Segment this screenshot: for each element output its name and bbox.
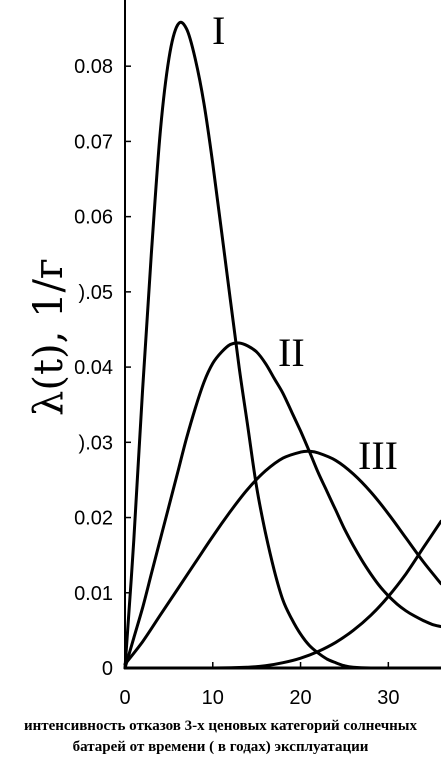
curve-label-ii: II	[278, 330, 305, 375]
curve-label-i: I	[212, 8, 225, 53]
curve-label-iii: III	[358, 433, 398, 478]
x-tick-label: 30	[377, 687, 399, 709]
series-line-ii	[123, 341, 441, 670]
y-axis-label: λ(t), 1/г	[26, 258, 72, 416]
y-tick-label: 0	[102, 658, 113, 680]
x-tick-label: 20	[289, 687, 311, 709]
chart: 0 0.01 0.02 ).03 0.04 ).05 0.06 0.07 0.08 0 10 20 3…	[26, 0, 441, 709]
y-tick-label: 0.04	[74, 357, 113, 379]
y-tick-label: 0.01	[74, 583, 113, 605]
x-tick-label: 10	[202, 687, 224, 709]
chart-caption: интенсивность отказов 3-х ценовых катего…	[23, 718, 418, 755]
series-line-i	[123, 20, 441, 670]
y-tick-label: 0.07	[74, 131, 113, 153]
x-tick-label: 0	[119, 687, 130, 709]
y-tick-label: 0.08	[74, 56, 113, 78]
y-tick-label: ).03	[79, 432, 113, 454]
y-tick-label: 0.06	[74, 207, 113, 229]
series-line-iii	[123, 449, 441, 666]
y-ticks: 0 0.01 0.02 ).03 0.04 ).05 0.06 0.07 0.08	[74, 56, 131, 680]
y-tick-label: ).05	[79, 282, 113, 304]
x-ticks: 0 10 20 30	[119, 662, 399, 709]
y-tick-label: 0.02	[74, 508, 113, 530]
